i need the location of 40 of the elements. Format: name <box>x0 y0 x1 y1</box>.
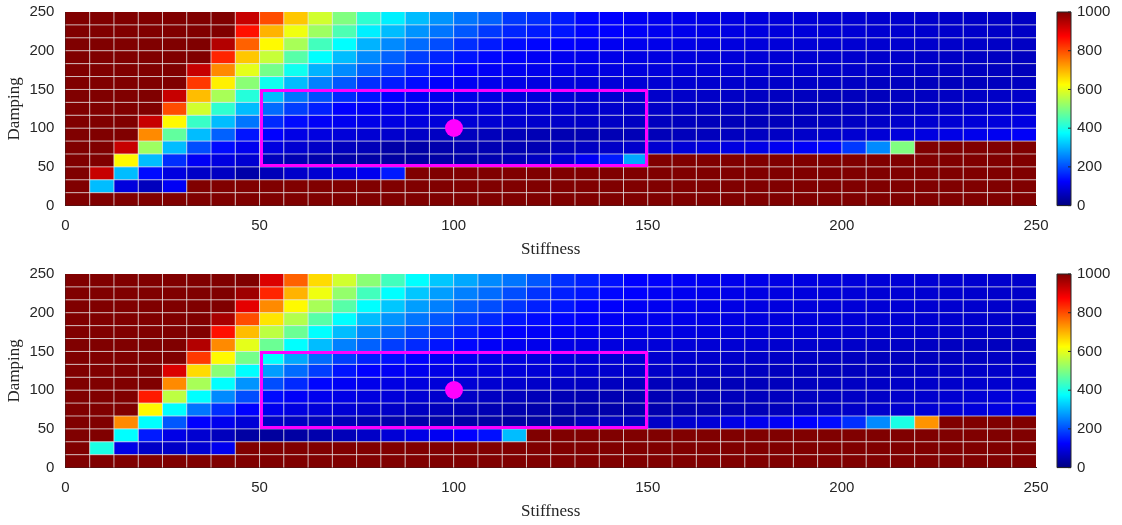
color-bar-label: 600 <box>1077 341 1103 359</box>
y-axis-title: Damping <box>3 76 23 141</box>
y-tick-label: 50 <box>37 419 55 437</box>
color-bar-label: 400 <box>1077 118 1103 136</box>
color-bar-label: 1000 <box>1077 264 1111 282</box>
y-tick-label: 50 <box>37 157 55 175</box>
x-tick-label: 50 <box>251 215 268 233</box>
x-tick-label: 200 <box>829 477 855 495</box>
x-axis-title: Stiffness <box>521 239 581 259</box>
color-bar-label: 200 <box>1077 419 1103 437</box>
x-tick-label: 150 <box>635 477 661 495</box>
y-tick-label: 250 <box>29 264 55 282</box>
x-tick-label: 0 <box>61 477 70 495</box>
color-bar-label: 800 <box>1077 302 1103 320</box>
x-tick-label: 0 <box>61 215 70 233</box>
x-tick-label: 250 <box>1023 215 1049 233</box>
y-tick-label: 250 <box>29 2 55 20</box>
x-tick-label: 200 <box>829 215 855 233</box>
x-tick-label: 50 <box>251 477 268 495</box>
y-tick-label: 0 <box>46 457 55 475</box>
color-bar-label: 800 <box>1077 40 1103 58</box>
x-tick-label: 250 <box>1023 477 1049 495</box>
y-tick-label: 200 <box>29 302 55 320</box>
color-bar-label: 0 <box>1077 457 1086 475</box>
y-tick-label: 100 <box>29 118 55 136</box>
x-axis-title: Stiffness <box>521 501 581 521</box>
color-bar-label: 1000 <box>1077 2 1111 20</box>
x-tick-label: 150 <box>635 215 661 233</box>
y-tick-label: 150 <box>29 79 55 97</box>
color-bar-label: 0 <box>1077 195 1086 213</box>
color-bar-label: 200 <box>1077 157 1103 175</box>
y-tick-label: 200 <box>29 40 55 58</box>
color-bar-label: 400 <box>1077 380 1103 398</box>
y-axis-title: Damping <box>3 338 23 403</box>
y-tick-label: 0 <box>46 195 55 213</box>
y-tick-label: 150 <box>29 341 55 359</box>
x-tick-label: 100 <box>441 215 467 233</box>
x-tick-label: 100 <box>441 477 467 495</box>
y-tick-label: 100 <box>29 380 55 398</box>
color-bar-label: 600 <box>1077 79 1103 97</box>
